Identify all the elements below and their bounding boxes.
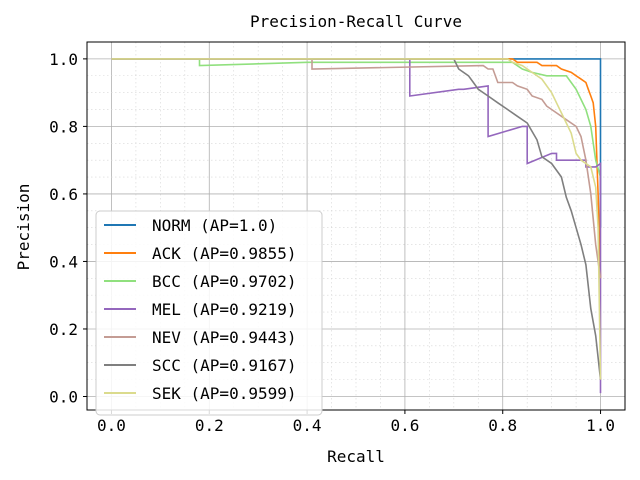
y-tick-label: 0.2 <box>49 320 78 339</box>
x-tick-label: 0.4 <box>293 416 322 435</box>
series-line-5 <box>111 58 602 380</box>
legend-label: MEL (AP=0.9219) <box>152 300 297 319</box>
y-tick-label: 0.8 <box>49 117 78 136</box>
y-tick-label: 1.0 <box>49 50 78 69</box>
legend-label: SEK (AP=0.9599) <box>152 384 297 403</box>
chart-title: Precision-Recall Curve <box>250 12 462 31</box>
legend-label: SCC (AP=0.9167) <box>152 356 297 375</box>
series-line-2 <box>111 58 602 178</box>
x-tick-label: 0.8 <box>488 416 517 435</box>
y-tick-label: 0.0 <box>49 387 78 406</box>
series-line-1 <box>111 58 602 279</box>
grid-layer <box>86 41 626 410</box>
x-tick-label: 0.2 <box>195 416 224 435</box>
y-axis-title: Precision <box>14 184 33 271</box>
series-line-4 <box>111 58 602 279</box>
series-layer <box>111 58 602 394</box>
legend: NORM (AP=1.0) ACK (AP=0.9855) BCC (AP=0.97… <box>95 210 323 416</box>
y-tick-label: 0.6 <box>49 185 78 204</box>
series-line-6 <box>111 58 602 380</box>
legend-frame <box>95 210 323 416</box>
x-tick-label: 0.6 <box>390 416 419 435</box>
legend-label: BCC (AP=0.9702) <box>152 272 297 291</box>
tick-layer: 0.0 0.2 0.4 0.6 0.8 1.0 0.0 0.2 0.4 0.6 0.8 1.0 <box>49 50 615 435</box>
y-tick-label: 0.4 <box>49 252 78 271</box>
legend-label: NEV (AP=0.9443) <box>152 328 297 347</box>
x-tick-label: 1.0 <box>586 416 615 435</box>
legend-label: NORM (AP=1.0) <box>152 216 277 235</box>
x-tick-label: 0.0 <box>97 416 126 435</box>
plot-frame <box>86 41 626 411</box>
x-axis-title: Recall <box>327 447 385 466</box>
legend-label: ACK (AP=0.9855) <box>152 244 297 263</box>
